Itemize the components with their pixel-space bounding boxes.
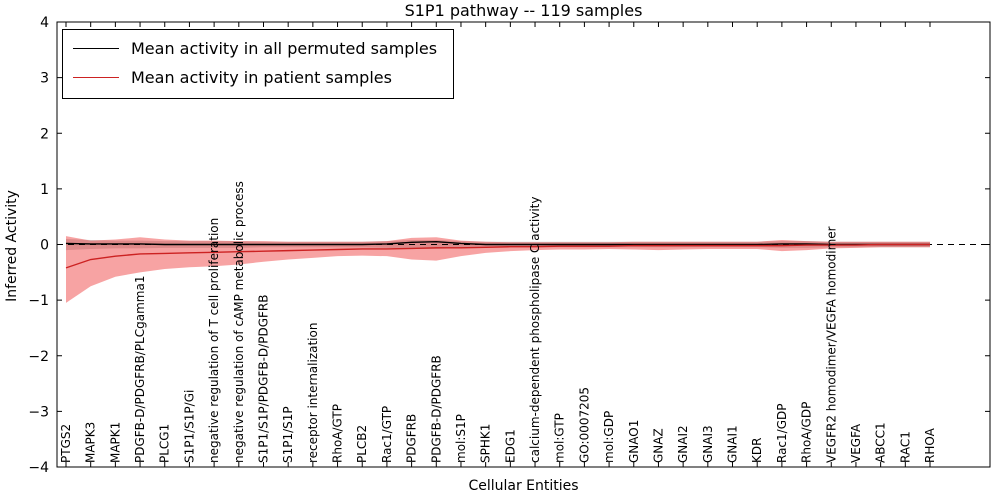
legend: Mean activity in all permuted samples Me…: [62, 29, 455, 99]
x-tick-label: GNAI2: [676, 425, 690, 463]
permuted-mean-line-swatch: [73, 48, 119, 49]
x-tick-label: mol:GDP: [602, 411, 616, 463]
x-tick-label: Rac1/GTP: [380, 406, 394, 463]
y-tick-label: 4: [40, 15, 49, 31]
legend-label-patient: Mean activity in patient samples: [131, 68, 392, 87]
x-tick-label: MAPK1: [108, 422, 122, 463]
x-tick-label: EDG1: [503, 429, 517, 463]
x-tick-label: PDGFB-D/PDGFRB/PLCgamma1: [133, 276, 147, 463]
y-axis-label: Inferred Activity: [4, 190, 20, 302]
x-tick-label: GNAZ: [651, 428, 665, 463]
legend-item-permuted: Mean activity in all permuted samples: [73, 39, 437, 58]
x-tick-label: RhoA/GTP: [331, 404, 345, 463]
patient-mean-line: [65, 243, 930, 269]
patient-confidence-band: [66, 236, 930, 303]
x-tick-label: VEGFA: [849, 423, 863, 463]
x-tick-label: MAPK3: [84, 422, 98, 463]
y-tick-label: 2: [40, 126, 49, 142]
legend-label-permuted: Mean activity in all permuted samples: [131, 39, 438, 58]
x-tick-label: negative regulation of T cell proliferat…: [207, 218, 221, 463]
x-tick-label: RhoA/GDP: [800, 402, 814, 463]
y-tick-label: −2: [28, 349, 49, 365]
patient-mean-line-swatch: [73, 77, 119, 78]
x-tick-label: PLCG1: [158, 424, 172, 463]
x-tick-label: negative regulation of cAMP metabolic pr…: [232, 181, 246, 463]
x-tick-label: S1P1/S1P/Gi: [182, 390, 196, 463]
x-axis-label: Cellular Entities: [468, 478, 579, 494]
x-tick-label: PDGFRB: [405, 414, 419, 463]
x-tick-label: VEGFR2 homodimer/VEGFA homodimer: [824, 226, 838, 463]
legend-item-patient: Mean activity in patient samples: [73, 68, 437, 87]
y-tick-label: 1: [40, 182, 49, 198]
permuted-mean-line: [65, 241, 930, 246]
x-tick-label: PDGFB-D/PDGFRB: [429, 355, 443, 463]
x-tick-label: ABCC1: [874, 422, 888, 463]
x-tick-label: Rac1/GDP: [775, 404, 789, 463]
x-tick-label: KDR: [750, 438, 764, 463]
y-tick-label: −1: [28, 293, 49, 309]
x-tick-label: GNAO1: [627, 420, 641, 463]
chart-title: S1P1 pathway -- 119 samples: [404, 1, 643, 20]
x-tick-label: GO:0007205: [577, 387, 591, 463]
x-tick-label: RHOA: [923, 427, 937, 463]
y-tick-label: −3: [28, 404, 49, 420]
x-tick-label: calcium-dependent phospholipase C activi…: [528, 197, 542, 463]
x-tick-label: GNAI1: [726, 425, 740, 463]
x-tick-label: PTGS2: [59, 424, 73, 463]
y-tick-label: 0: [40, 238, 49, 254]
x-tick-label: S1P1/S1P: [281, 406, 295, 463]
x-tick-label: PLCB2: [355, 425, 369, 463]
x-tick-label: mol:S1P: [454, 414, 468, 463]
x-tick-label: S1P1/S1P/PDGFB-D/PDGFRB: [256, 295, 270, 463]
x-tick-label: receptor internalization: [306, 323, 320, 463]
y-tick-label: 3: [40, 71, 49, 87]
y-tick-label: −4: [28, 460, 49, 476]
x-tick-label: SPHK1: [479, 424, 493, 463]
x-tick-label: GNAI3: [701, 425, 715, 463]
x-tick-label: RAC1: [898, 431, 912, 463]
x-tick-label: mol:GTP: [553, 413, 567, 463]
